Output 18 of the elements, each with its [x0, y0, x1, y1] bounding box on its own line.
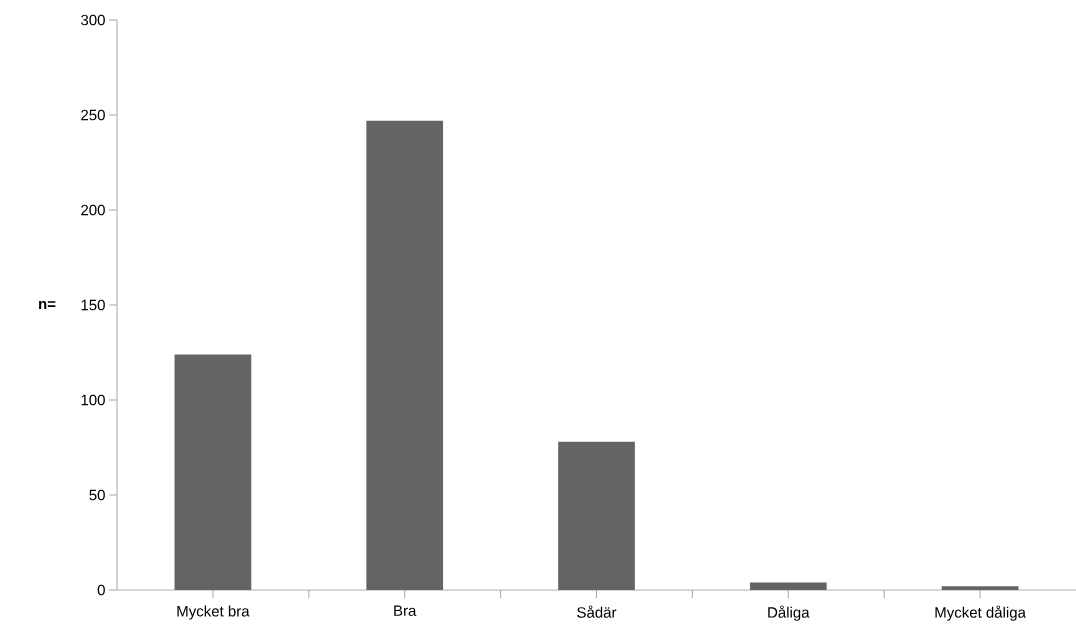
- y-tick-label: 50: [89, 489, 105, 501]
- bar: [941, 586, 1019, 590]
- y-axis-title: n=: [39, 300, 56, 310]
- bar: [366, 120, 444, 590]
- x-tick-label: Bra: [394, 605, 417, 616]
- y-tick-label: 150: [81, 299, 105, 311]
- x-tick-label: Dåliga: [768, 605, 810, 621]
- bar: [749, 582, 827, 590]
- y-tick-label: 200: [81, 204, 105, 216]
- bar: [558, 441, 635, 590]
- x-tick-label: Sådär: [577, 605, 617, 618]
- x-tick-label: Mycket bra: [177, 605, 250, 620]
- y-tick-label: 100: [81, 394, 105, 406]
- x-tick-label: Mycket dåliga: [935, 605, 1026, 621]
- y-tick-label: 0: [97, 584, 105, 596]
- bar: [174, 354, 252, 590]
- y-tick-label: 250: [81, 109, 105, 121]
- y-tick-label: 300: [81, 14, 105, 26]
